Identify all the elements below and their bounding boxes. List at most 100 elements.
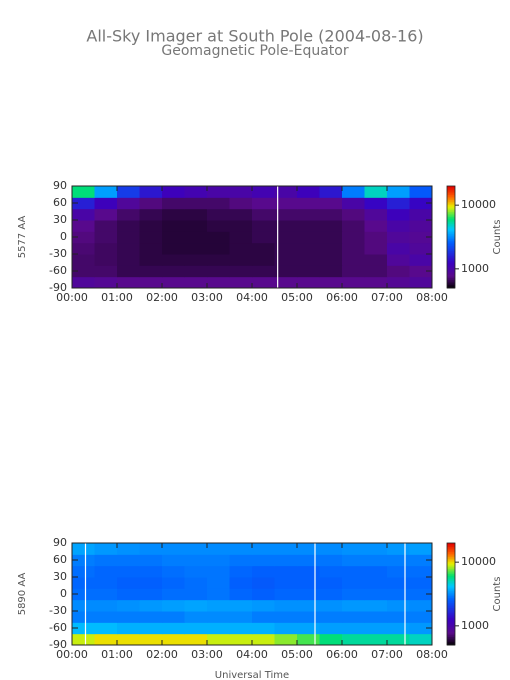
heatmap-cell bbox=[409, 588, 433, 601]
heatmap-cell bbox=[342, 208, 365, 221]
y-tick-label: 60 bbox=[53, 553, 67, 566]
heatmap-cell bbox=[319, 231, 343, 244]
colorbar-segment bbox=[447, 578, 455, 581]
heatmap-cell bbox=[162, 186, 185, 198]
heatmap-cell bbox=[387, 577, 410, 589]
heatmap-cell bbox=[342, 265, 365, 278]
heatmap-cell bbox=[252, 633, 275, 646]
heatmap-cell bbox=[117, 254, 140, 266]
heatmap-cell bbox=[252, 599, 275, 612]
heatmap-cell bbox=[94, 565, 118, 578]
colorbar-segment bbox=[447, 628, 455, 631]
colorbar-segment bbox=[447, 566, 455, 569]
colorbar-segment bbox=[447, 255, 455, 258]
colorbar-segment bbox=[447, 554, 455, 558]
heatmap-cell bbox=[252, 588, 275, 601]
colorbar-segment bbox=[447, 600, 455, 603]
heatmap-cell bbox=[162, 622, 185, 635]
colorbar-segment bbox=[447, 247, 455, 250]
colorbar-segment bbox=[447, 592, 455, 595]
heatmap-cell bbox=[162, 242, 185, 255]
colorbar-segment bbox=[447, 622, 455, 626]
heatmap-cell bbox=[364, 577, 388, 589]
colorbar-segment bbox=[447, 621, 455, 624]
colorbar-segment bbox=[447, 223, 455, 226]
heatmap-cell bbox=[117, 276, 140, 289]
colorbar-segment bbox=[447, 272, 455, 275]
heatmap-cell bbox=[72, 220, 95, 232]
colorbar-segment bbox=[447, 641, 455, 644]
heatmap-cell bbox=[229, 599, 253, 612]
heatmap-cell bbox=[72, 186, 95, 198]
colorbar-segment bbox=[447, 274, 455, 277]
heatmap-cell bbox=[94, 186, 118, 198]
colorbar-segment bbox=[447, 543, 455, 546]
x-tick-label: 00:00 bbox=[56, 648, 88, 661]
heatmap-cell bbox=[184, 622, 208, 635]
heatmap-cell bbox=[274, 242, 298, 255]
heatmap-cell bbox=[94, 599, 118, 612]
heatmap-cell bbox=[229, 611, 253, 623]
heatmap-cell bbox=[117, 186, 140, 198]
heatmap-cell bbox=[409, 186, 433, 198]
heatmap-cell bbox=[94, 588, 118, 601]
heatmap-cell bbox=[94, 276, 118, 289]
heatmap-cell bbox=[342, 220, 365, 232]
heatmap-cell bbox=[139, 197, 163, 210]
colorbar-segment bbox=[447, 281, 455, 284]
colorbar-segment bbox=[447, 553, 455, 556]
colorbar-segment bbox=[447, 548, 455, 551]
heatmap-cell bbox=[319, 599, 343, 612]
heatmap-cell bbox=[252, 254, 275, 266]
heatmap-cell bbox=[387, 276, 410, 289]
colorbar-segment bbox=[447, 614, 455, 617]
heatmap-cell bbox=[72, 254, 95, 266]
heatmap-cell bbox=[162, 543, 185, 555]
heatmap-cell bbox=[162, 633, 185, 646]
colorbar-segment bbox=[447, 571, 455, 575]
heatmap-cell bbox=[207, 186, 230, 198]
heatmap-cell bbox=[94, 265, 118, 278]
x-tick-label: 05:00 bbox=[281, 291, 313, 304]
heatmap-cell bbox=[409, 254, 433, 266]
heatmap-cell bbox=[409, 599, 433, 612]
colorbar-tick-label: 1000 bbox=[461, 619, 489, 632]
heatmap-cell bbox=[297, 265, 320, 278]
colorbar-segment bbox=[447, 629, 455, 632]
colorbar-segment bbox=[447, 604, 455, 607]
heatmap-cell bbox=[117, 599, 140, 612]
y-tick-label: 0 bbox=[60, 587, 67, 600]
heatmap-cell bbox=[207, 633, 230, 646]
heatmap-cell bbox=[297, 588, 320, 601]
colorbar-segment bbox=[447, 279, 455, 282]
heatmap-cell bbox=[184, 554, 208, 567]
heatmap-cell bbox=[409, 208, 433, 221]
heatmap-cell bbox=[184, 633, 208, 646]
heatmap-cell bbox=[72, 622, 95, 635]
colorbar-segment bbox=[447, 245, 455, 248]
heatmap-cell bbox=[297, 577, 320, 589]
colorbar-segment bbox=[447, 220, 455, 223]
heatmap-cell bbox=[117, 565, 140, 578]
x-tick-label: 01:00 bbox=[101, 291, 133, 304]
heatmap-cell bbox=[387, 543, 410, 555]
heatmap-cell bbox=[342, 231, 365, 244]
heatmap-cell bbox=[162, 565, 185, 578]
colorbar-segment bbox=[447, 216, 455, 219]
heatmap-cell bbox=[297, 186, 320, 198]
heatmap-cell bbox=[252, 265, 275, 278]
colorbar-segment bbox=[447, 607, 455, 610]
heatmap-cell bbox=[117, 588, 140, 601]
y-tick-label: -90 bbox=[49, 638, 67, 651]
heatmap-cell bbox=[342, 197, 365, 210]
heatmap-cell bbox=[387, 197, 410, 210]
heatmap-cell bbox=[297, 208, 320, 221]
colorbar-segment bbox=[447, 218, 455, 221]
heatmap-cell bbox=[72, 633, 95, 646]
heatmap-cell bbox=[409, 611, 433, 623]
heatmap-cell bbox=[117, 197, 140, 210]
colorbar-tick-label: 1000 bbox=[461, 262, 489, 275]
colorbar-segment bbox=[447, 257, 455, 260]
colorbar-segment bbox=[447, 549, 455, 552]
